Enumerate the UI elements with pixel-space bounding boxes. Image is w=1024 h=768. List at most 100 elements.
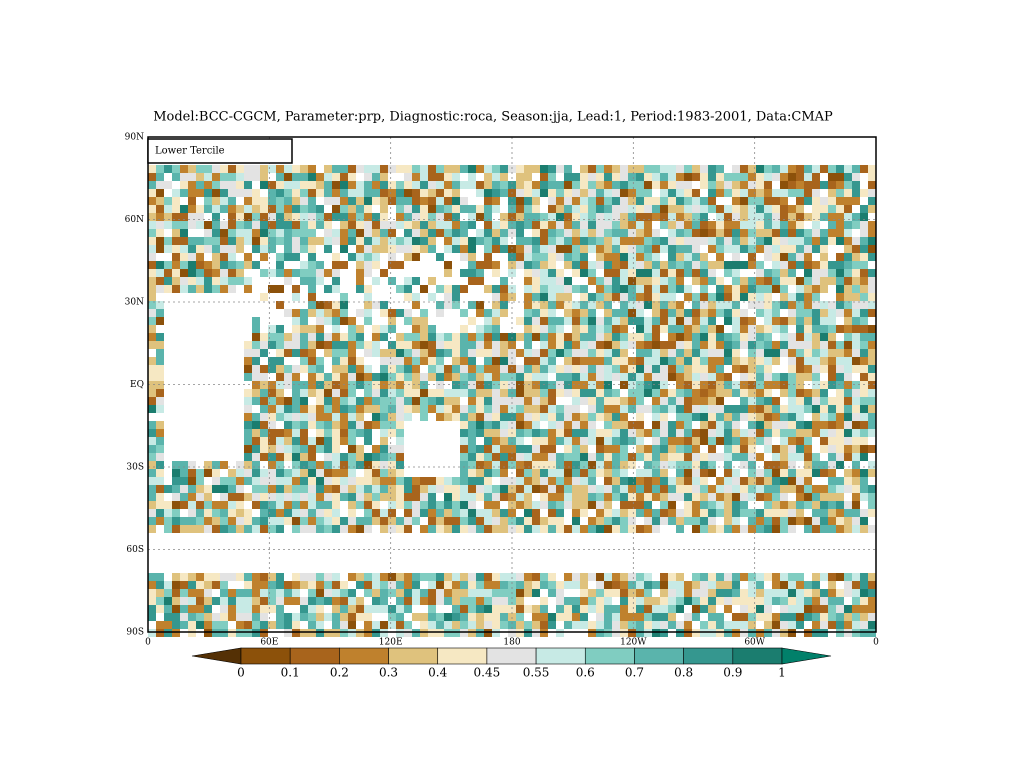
field-cell	[148, 285, 156, 293]
field-cell	[812, 621, 820, 629]
field-cell	[716, 333, 724, 341]
field-cell	[180, 173, 188, 181]
field-cell	[396, 165, 404, 173]
field-cell	[204, 277, 212, 285]
field-cell	[380, 413, 388, 421]
field-cell	[148, 629, 156, 637]
field-cell	[820, 277, 828, 285]
field-cell	[492, 469, 500, 477]
field-cell	[468, 333, 476, 341]
field-cell	[252, 341, 260, 349]
field-cell	[620, 477, 628, 485]
field-cell	[540, 341, 548, 349]
field-cell	[508, 397, 516, 405]
field-cell	[740, 261, 748, 269]
field-cell	[724, 221, 732, 229]
field-cell	[804, 629, 812, 637]
field-cell	[644, 581, 652, 589]
field-cell	[756, 517, 764, 525]
field-cell	[756, 325, 764, 333]
field-cell	[596, 293, 604, 301]
field-cell	[188, 581, 196, 589]
field-cell	[612, 189, 620, 197]
field-cell	[156, 629, 164, 637]
field-cell	[476, 165, 484, 173]
field-cell	[708, 269, 716, 277]
field-cell	[820, 525, 828, 533]
field-cell	[164, 629, 172, 637]
field-cell	[196, 525, 204, 533]
field-cell	[484, 517, 492, 525]
field-cell	[492, 429, 500, 437]
field-cell	[572, 341, 580, 349]
field-cell	[388, 261, 396, 269]
field-cell	[468, 213, 476, 221]
field-cell	[300, 309, 308, 317]
field-cell	[468, 341, 476, 349]
field-cell	[748, 613, 756, 621]
field-cell	[860, 573, 868, 581]
field-cell	[572, 469, 580, 477]
field-cell	[668, 349, 676, 357]
field-cell	[396, 333, 404, 341]
colorbar-segment	[437, 647, 488, 665]
field-cell	[660, 453, 668, 461]
field-cell	[868, 189, 876, 197]
field-cell	[356, 445, 364, 453]
field-cell	[364, 285, 372, 293]
field-cell	[164, 597, 172, 605]
field-cell	[460, 501, 468, 509]
field-cell	[348, 429, 356, 437]
field-cell	[212, 581, 220, 589]
field-cell	[588, 173, 596, 181]
field-cell	[684, 229, 692, 237]
field-cell	[468, 581, 476, 589]
field-cell	[300, 413, 308, 421]
lon-label: 0	[145, 638, 151, 648]
field-cell	[564, 605, 572, 613]
field-cell	[580, 501, 588, 509]
field-cell	[308, 269, 316, 277]
field-cell	[316, 301, 324, 309]
field-cell	[516, 597, 524, 605]
field-cell	[524, 605, 532, 613]
field-cell	[260, 629, 268, 637]
field-cell	[196, 493, 204, 501]
field-cell	[732, 501, 740, 509]
field-cell	[756, 413, 764, 421]
field-cell	[348, 237, 356, 245]
field-cell	[812, 525, 820, 533]
field-cell	[436, 189, 444, 197]
field-cell	[724, 333, 732, 341]
field-cell	[332, 381, 340, 389]
field-cell	[300, 605, 308, 613]
field-cell	[356, 229, 364, 237]
field-cell	[460, 517, 468, 525]
field-cell	[628, 181, 636, 189]
field-cell	[268, 381, 276, 389]
field-cell	[684, 461, 692, 469]
field-cell	[260, 181, 268, 189]
field-cell	[252, 381, 260, 389]
field-cell	[468, 429, 476, 437]
field-cell	[748, 437, 756, 445]
field-cell	[244, 205, 252, 213]
field-cell	[444, 293, 452, 301]
field-cell	[748, 189, 756, 197]
field-cell	[468, 589, 476, 597]
field-cell	[604, 261, 612, 269]
field-cell	[540, 269, 548, 277]
field-cell	[468, 405, 476, 413]
field-cell	[476, 301, 484, 309]
field-cell	[404, 621, 412, 629]
field-cell	[860, 389, 868, 397]
field-cell	[164, 621, 172, 629]
field-cell	[828, 413, 836, 421]
field-cell	[716, 581, 724, 589]
field-cell	[188, 477, 196, 485]
field-cell	[676, 181, 684, 189]
field-cell	[260, 589, 268, 597]
field-cell	[412, 589, 420, 597]
field-cell	[652, 429, 660, 437]
